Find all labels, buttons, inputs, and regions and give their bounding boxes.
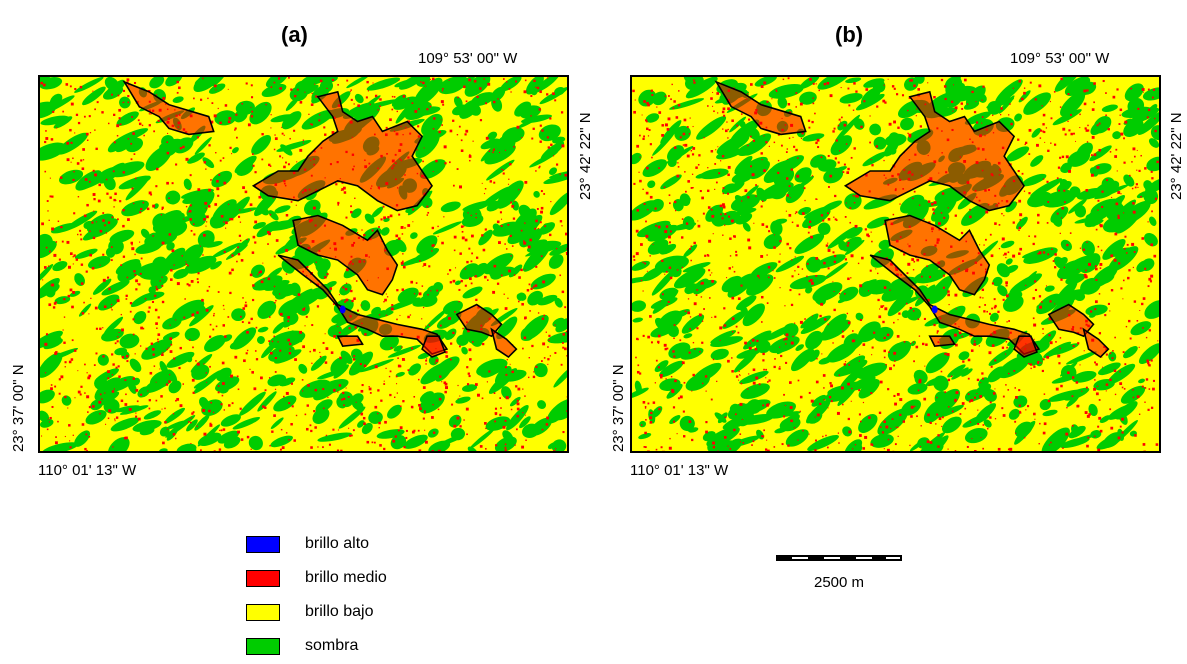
panel-a-lon-top: 109° 53' 00" W	[418, 50, 518, 67]
legend-item-brillo-bajo: brillo bajo	[246, 602, 373, 622]
map-canvas-b	[632, 77, 1159, 451]
panel-b-lon-bottom: 110° 01' 13" W	[630, 462, 729, 479]
legend-swatch-brillo-alto	[246, 535, 280, 553]
legend-label: sombra	[305, 637, 359, 654]
legend-label: brillo alto	[305, 535, 370, 552]
legend-swatch-brillo-bajo	[246, 603, 280, 621]
panel-b-label: (b)	[835, 22, 864, 47]
legend-swatch-sombra	[246, 637, 280, 655]
map-canvas-a	[40, 77, 567, 451]
panel-a-lat-right: 23° 42' 22" N	[577, 112, 594, 200]
legend-item-brillo-medio: brillo medio	[246, 568, 387, 588]
legend-label: brillo medio	[305, 569, 387, 586]
scale-label: 2500 m	[814, 574, 865, 591]
panel-a-lon-bottom: 110° 01' 13" W	[38, 462, 137, 479]
panel-b-lon-top: 109° 53' 00" W	[1010, 50, 1110, 67]
panel-b-lat-right: 23° 42' 22" N	[1168, 112, 1185, 200]
panel-a-lat-left: 23° 37' 00" N	[10, 364, 27, 452]
legend-swatch-brillo-medio	[246, 569, 280, 587]
legend-label: brillo bajo	[305, 603, 374, 620]
scale-bar	[776, 555, 902, 561]
panel-a-label: (a)	[281, 22, 308, 47]
map-panel-a[interactable]	[38, 75, 569, 453]
legend-item-brillo-alto: brillo alto	[246, 534, 369, 554]
legend-item-sombra: sombra	[246, 636, 358, 656]
map-panel-b[interactable]	[630, 75, 1161, 453]
panel-b-lat-left: 23° 37' 00" N	[610, 364, 627, 452]
